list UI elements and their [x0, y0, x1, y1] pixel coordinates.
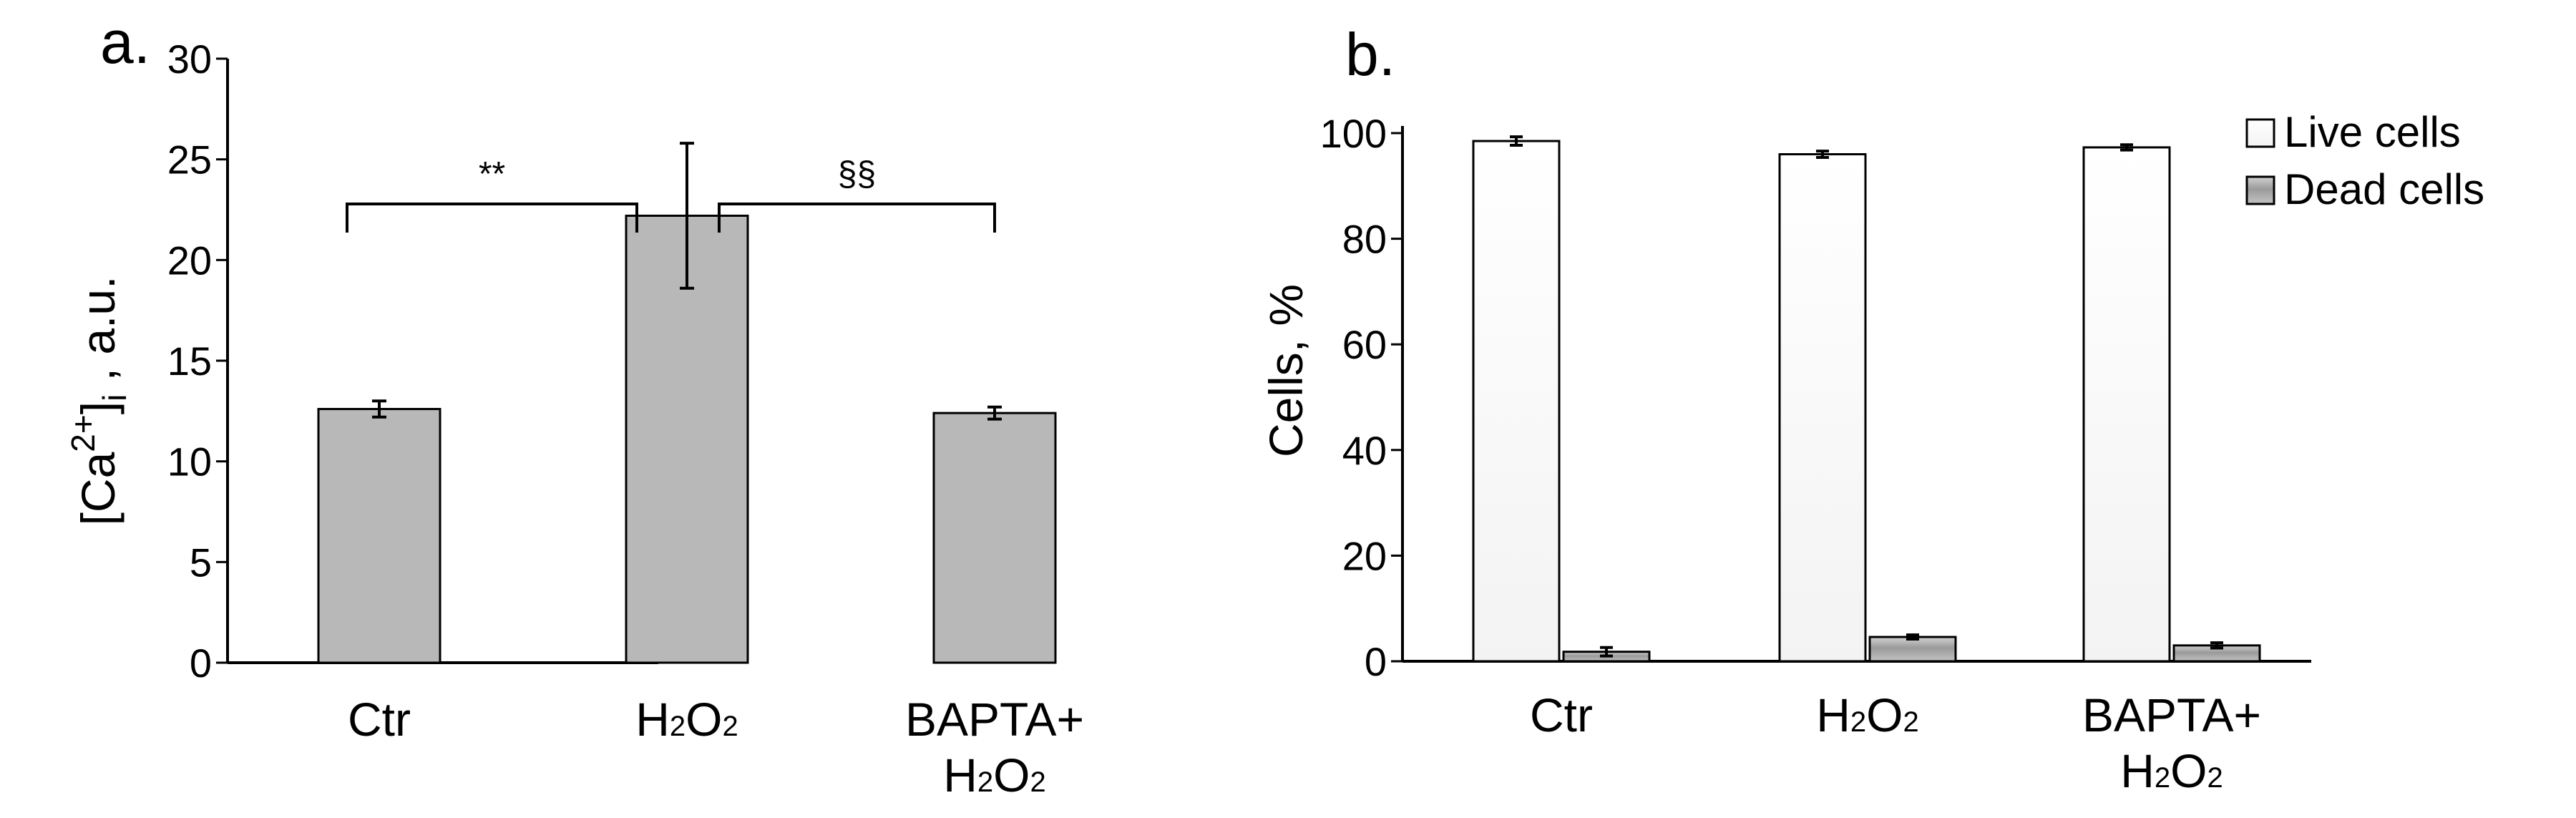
x-category-label: H2O2 — [635, 693, 738, 746]
bar-bapta-h2o2 — [932, 412, 1057, 664]
x-category-label-part: 2 — [723, 711, 738, 742]
y-tick-label: 100 — [1320, 111, 1387, 156]
bar-dead-cells — [1868, 636, 1957, 663]
y-tick-label: 40 — [1342, 428, 1387, 473]
y-title-sup: 2+ — [64, 414, 102, 452]
y-tick-label: 0 — [1365, 639, 1387, 684]
x-category-label-part: 2 — [1030, 766, 1046, 798]
y-tick-label: 0 — [190, 641, 212, 686]
panel-a-y-axis-title: [Ca2+]i , a.u. — [64, 276, 133, 526]
y-title-tail: , a.u. — [72, 276, 125, 394]
significance-label: §§ — [838, 155, 876, 193]
x-category-label: H2O2 — [1816, 688, 1919, 741]
significance-bracket — [346, 203, 638, 233]
x-category-label-part: 2 — [2207, 762, 2223, 794]
x-category-label-part: 2 — [977, 766, 993, 798]
panel-b-label: b. — [1345, 21, 1395, 88]
legend-label: Live cells — [2284, 108, 2461, 156]
x-category-label: BAPTA+ — [2082, 688, 2261, 741]
x-category-label-part: BAPTA+ — [2082, 688, 2261, 741]
x-category-label: H2O2 — [2120, 744, 2223, 797]
x-category-label-part: 2 — [1903, 706, 1919, 738]
x-category-label-part: 2 — [670, 711, 686, 742]
legend-swatch — [2245, 175, 2275, 205]
x-category-label-part: BAPTA+ — [905, 693, 1084, 746]
legend: Live cells Dead cells — [2245, 108, 2484, 213]
panel-b-y-axis-title: Cells, % — [1259, 284, 1312, 457]
y-tick-label: 10 — [167, 439, 212, 485]
legend-label: Dead cells — [2284, 165, 2484, 213]
bar-ctr — [317, 408, 441, 664]
y-tick-label: 30 — [167, 36, 212, 82]
y-tick-label: 60 — [1342, 322, 1387, 367]
x-category-label-part: H — [1816, 688, 1850, 741]
x-category-label-part: Ctr — [348, 693, 411, 746]
significance-bracket — [718, 203, 996, 233]
x-category-label-part: H — [943, 749, 977, 802]
legend-swatch — [2245, 118, 2275, 148]
y-tick-label: 5 — [190, 540, 212, 585]
bar-live-cells — [1472, 140, 1561, 663]
x-category-label-part: O — [686, 693, 722, 746]
y-tick-label: 25 — [167, 137, 212, 182]
significance-label: ** — [479, 155, 505, 193]
bar-live-cells — [2082, 146, 2171, 663]
y-tick-label: 15 — [167, 339, 212, 384]
y-title-base: [Ca — [72, 452, 125, 525]
x-category-label-part: O — [993, 749, 1030, 802]
y-title-close: ] — [72, 401, 125, 414]
y-tick-label: 80 — [1342, 217, 1387, 262]
x-category-label-part: 2 — [2155, 762, 2170, 794]
x-category-label-part: 2 — [1850, 706, 1866, 738]
x-category-label: Ctr — [348, 693, 411, 746]
bar-live-cells — [1778, 153, 1867, 663]
x-category-label-part: O — [2170, 744, 2207, 797]
panel-a-label: a. — [100, 9, 150, 76]
x-category-label-part: O — [1866, 688, 1903, 741]
x-category-label-part: H — [2120, 744, 2155, 797]
x-category-label-part: H — [635, 693, 670, 746]
x-category-label: Ctr — [1530, 688, 1593, 741]
y-tick-label: 20 — [1342, 533, 1387, 578]
x-category-label-part: Ctr — [1530, 688, 1593, 741]
x-category-label: H2O2 — [943, 749, 1046, 802]
bar-h2o2 — [625, 214, 749, 664]
x-category-label: BAPTA+ — [905, 693, 1084, 746]
y-tick-label: 20 — [167, 238, 212, 283]
y-title-sub: i — [96, 394, 133, 401]
